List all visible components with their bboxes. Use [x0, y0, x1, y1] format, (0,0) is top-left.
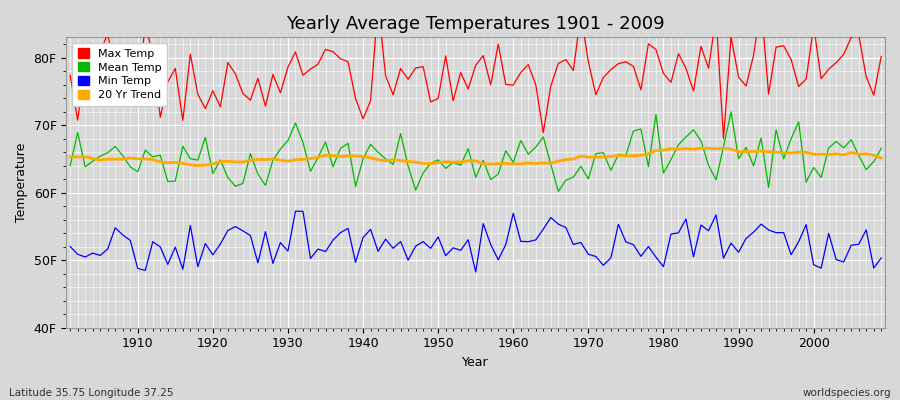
- Y-axis label: Temperature: Temperature: [15, 143, 28, 222]
- Text: worldspecies.org: worldspecies.org: [803, 388, 891, 398]
- Legend: Max Temp, Mean Temp, Min Temp, 20 Yr Trend: Max Temp, Mean Temp, Min Temp, 20 Yr Tre…: [72, 43, 166, 106]
- X-axis label: Year: Year: [463, 356, 489, 369]
- Text: Latitude 35.75 Longitude 37.25: Latitude 35.75 Longitude 37.25: [9, 388, 174, 398]
- Title: Yearly Average Temperatures 1901 - 2009: Yearly Average Temperatures 1901 - 2009: [286, 15, 665, 33]
